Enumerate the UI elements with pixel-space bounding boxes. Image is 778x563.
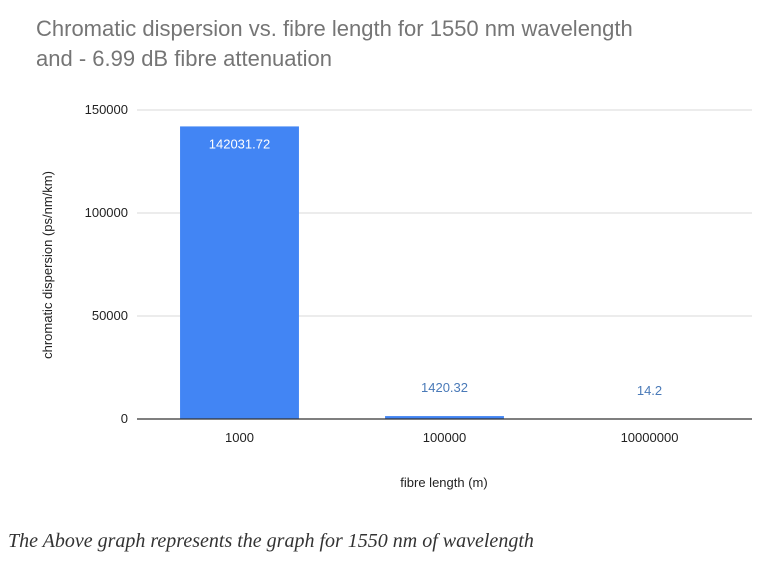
data-label: 142031.72: [209, 136, 270, 151]
bar: [180, 126, 299, 419]
y-tick-label: 50000: [92, 308, 128, 323]
y-tick-label: 150000: [85, 102, 128, 117]
x-tick-labels: 1000 100000 10000000: [225, 430, 678, 445]
data-label: 14.2: [637, 383, 662, 398]
y-tick-label: 100000: [85, 205, 128, 220]
figure-caption: The Above graph represents the graph for…: [8, 530, 534, 552]
x-tick-label: 100000: [423, 430, 466, 445]
x-tick-label: 10000000: [621, 430, 679, 445]
y-axis-label: chromatic dispersion (ps/nm/km): [40, 171, 55, 359]
chart-title: Chromatic dispersion vs. fibre length fo…: [36, 14, 756, 74]
bar: [385, 416, 504, 419]
data-labels: 142031.72 1420.32 14.2: [209, 136, 662, 398]
chart-title-line-1: Chromatic dispersion vs. fibre length fo…: [36, 16, 633, 41]
x-axis-label: fibre length (m): [400, 475, 487, 490]
x-tick-label: 1000: [225, 430, 254, 445]
chart-title-line-2: and - 6.99 dB fibre attenuation: [36, 46, 332, 71]
bars: [180, 126, 709, 419]
y-tick-labels: 0 50000 100000 150000: [85, 102, 128, 426]
y-tick-label: 0: [121, 411, 128, 426]
data-label: 1420.32: [421, 380, 468, 395]
